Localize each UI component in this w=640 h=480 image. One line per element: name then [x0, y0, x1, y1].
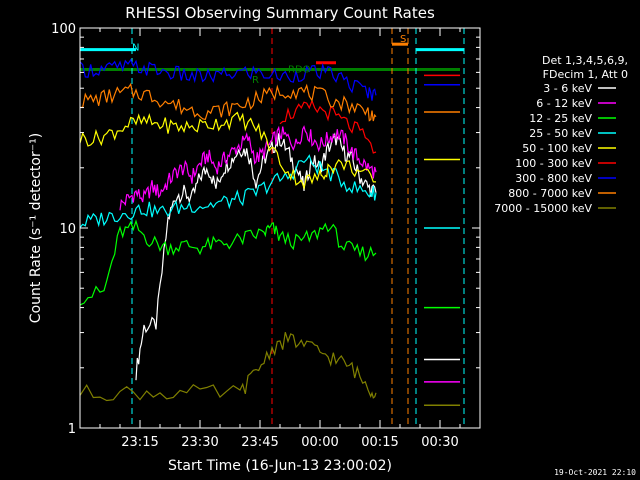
- series-line: [79, 82, 377, 122]
- legend-entry: 300 - 800 keV: [515, 172, 592, 185]
- legend-header: FDecim 1, Att 0: [543, 68, 628, 81]
- x-tick-label: 23:30: [181, 435, 218, 450]
- legend-entry: 7000 - 15000 keV: [494, 202, 592, 215]
- series-line: [79, 111, 376, 191]
- plot-area: N RDO R S: [79, 28, 465, 428]
- series-line: [279, 99, 377, 154]
- x-tick-label: 23:15: [121, 435, 158, 450]
- x-tick-label: 00:15: [361, 435, 398, 450]
- legend-entry: 100 - 300 keV: [515, 157, 592, 170]
- legend-entry: 25 - 50 keV: [529, 127, 592, 140]
- y-tick-label: 10: [59, 222, 76, 237]
- legend-entry: 12 - 25 keV: [529, 112, 592, 125]
- annotation: RDO: [288, 64, 311, 75]
- series-line: [135, 132, 377, 381]
- series-line: [79, 219, 377, 306]
- y-tick-label: 1: [68, 422, 76, 437]
- x-tick-label: 23:45: [241, 435, 278, 450]
- legend-entry: 3 - 6 keV: [543, 82, 592, 95]
- y-axis-label: Count Rate (s⁻¹ detector⁻¹): [28, 133, 44, 323]
- annotation: N: [132, 43, 139, 54]
- annotation: S: [400, 34, 406, 45]
- y-tick-label: 100: [51, 22, 76, 37]
- x-tick-label: 00:30: [421, 435, 458, 450]
- legend-entry: 50 - 100 keV: [522, 142, 592, 155]
- legend-entry: 6 - 12 keV: [536, 97, 592, 110]
- annotation: R: [252, 75, 259, 86]
- x-tick-label: 00:00: [301, 435, 338, 450]
- legend-header: Det 1,3,4,5,6,9,: [542, 54, 628, 67]
- series-line: [119, 125, 377, 211]
- axes: 1 10 100 23:15 23:30 23:45 00:00 00:15 00:30: [51, 22, 481, 450]
- plot-frame: [79, 27, 481, 429]
- x-axis-label: Start Time (16-Jun-13 23:00:02): [168, 458, 392, 474]
- series-line: [79, 58, 377, 101]
- footer-date: 19-Oct-2021 22:10: [554, 468, 636, 477]
- chart-title: RHESSI Observing Summary Count Rates: [125, 4, 435, 22]
- legend: Det 1,3,4,5,6,9,FDecim 1, Att 03 - 6 keV…: [494, 54, 628, 215]
- legend-entry: 800 - 7000 keV: [508, 187, 592, 200]
- series-line: [79, 332, 377, 402]
- series-line: [79, 154, 377, 228]
